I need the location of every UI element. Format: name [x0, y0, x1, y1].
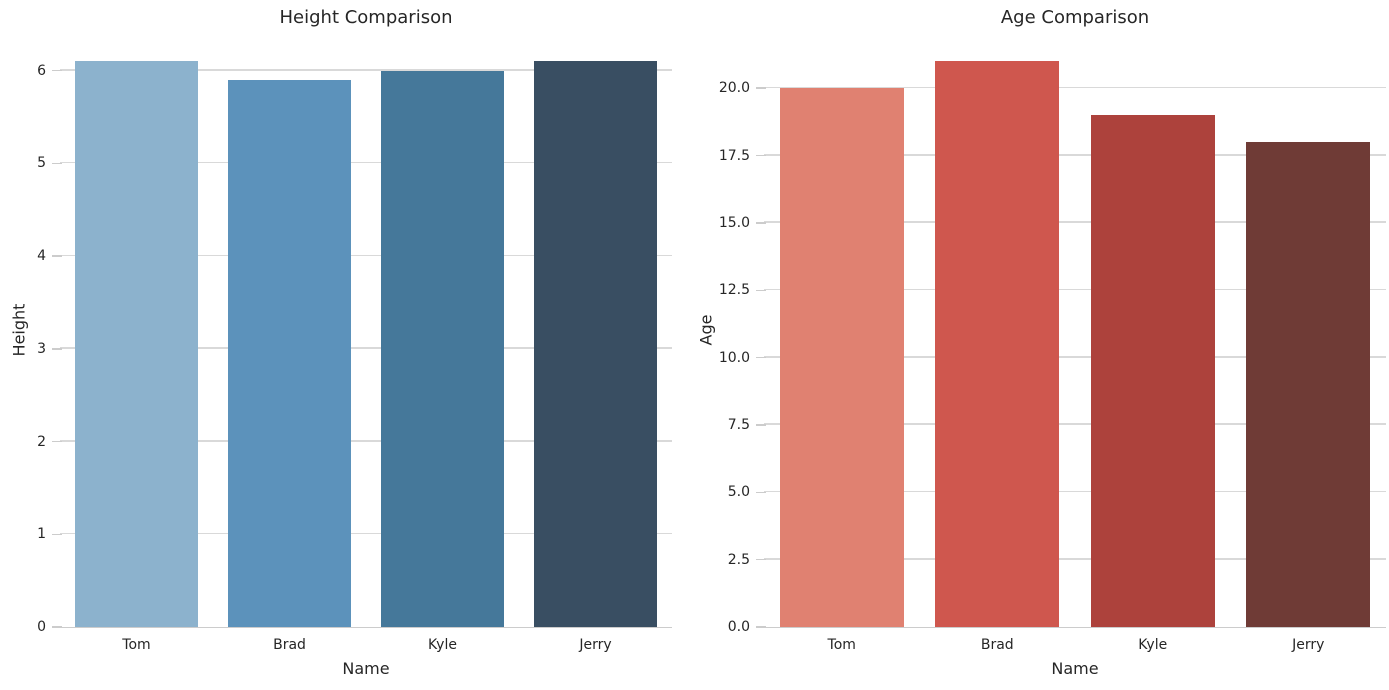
y-tick-mark: [756, 558, 766, 561]
bar-kyle: [1090, 115, 1215, 627]
y-tick-mark: [756, 424, 766, 426]
x-axis-label: Name: [1051, 659, 1099, 678]
chart-title: Age Comparison: [1000, 7, 1150, 28]
y-tick-label: 5: [37, 155, 46, 172]
y-tick-label: 12.5: [718, 282, 750, 299]
y-tick-label: 15.0: [718, 214, 750, 231]
bars: [60, 33, 672, 627]
y-tick-label: 0.0: [727, 619, 750, 635]
y-tick-label: 2: [37, 433, 46, 450]
x-axis-line: [764, 626, 1386, 628]
y-tick-mark: [52, 69, 62, 72]
x-tick-label-brad: Brad: [980, 637, 1014, 653]
y-tick-label: 2.5: [727, 551, 750, 568]
y-tick-label: 0: [37, 619, 46, 635]
y-tick-mark: [756, 222, 766, 224]
y-tick-label: 3: [37, 340, 46, 357]
gridline: [60, 161, 672, 164]
bar-tom: [75, 61, 198, 627]
y-tick-label: 6: [37, 62, 46, 79]
bar-brad: [935, 61, 1060, 627]
gridline: [764, 86, 1386, 89]
gridline: [764, 356, 1386, 358]
y-tick-mark: [52, 440, 62, 443]
gridline: [60, 254, 672, 257]
x-axis-label: Name: [342, 659, 390, 678]
bar-kyle: [381, 70, 504, 627]
gridline: [764, 490, 1386, 493]
gridline: [60, 440, 672, 442]
y-tick-label: 1: [37, 526, 46, 543]
y-tick-mark: [52, 255, 62, 257]
y-tick-label: 5.0: [727, 484, 750, 501]
y-tick-mark: [52, 533, 62, 536]
gridline: [764, 288, 1386, 291]
bar-brad: [228, 79, 351, 627]
y-tick-mark: [756, 289, 766, 292]
gridline: [60, 347, 672, 349]
y-tick-mark: [756, 491, 766, 494]
x-tick-label-kyle: Kyle: [1138, 637, 1168, 653]
plot-area: [764, 33, 1386, 628]
bar-jerry: [1246, 142, 1371, 627]
y-tick-label: 20.0: [718, 80, 750, 97]
y-tick-mark: [52, 348, 62, 350]
gridline: [764, 558, 1386, 560]
y-tick-mark: [52, 626, 62, 628]
gridline: [764, 423, 1386, 425]
plot-area: [60, 33, 672, 628]
y-tick-mark: [756, 87, 766, 89]
x-tick-label-jerry: Jerry: [1292, 637, 1325, 653]
y-tick-mark: [756, 626, 766, 628]
x-axis-line: [60, 626, 672, 628]
y-tick-label: 7.5: [727, 416, 750, 433]
chart-title: Height Comparison: [279, 7, 453, 28]
y-tick-mark: [52, 162, 62, 165]
x-tick-label-tom: Tom: [122, 637, 151, 653]
y-tick-label: 4: [37, 248, 46, 265]
y-tick-label: 10.0: [718, 349, 750, 366]
x-axis-ticks: Tom Brad Kyle Jerry: [764, 637, 1386, 657]
y-axis-ticks: 0.0 2.5 5.0 7.5 10.0 12.5 15.0 17.5 20.0: [694, 33, 766, 635]
bar-tom: [779, 88, 904, 627]
gridline: [60, 532, 672, 535]
age-chart-panel: Age Comparison Age 0.0 2.5 5.0 7.5 10.0 12.5 1…: [694, 0, 1389, 690]
bars: [764, 33, 1386, 627]
x-tick-label-brad: Brad: [273, 637, 306, 653]
x-tick-label-kyle: Kyle: [428, 637, 457, 653]
gridline: [764, 221, 1386, 223]
gridline: [764, 154, 1386, 156]
bar-jerry: [534, 61, 657, 627]
y-axis-ticks: 0 1 2 3 4 5 6: [0, 33, 62, 635]
y-tick-label: 17.5: [718, 147, 750, 164]
y-tick-mark: [756, 356, 766, 359]
x-tick-label-jerry: Jerry: [579, 637, 612, 653]
gridline: [60, 69, 672, 71]
x-axis-ticks: Tom Brad Kyle Jerry: [60, 637, 672, 657]
y-tick-mark: [756, 154, 766, 157]
x-tick-label-tom: Tom: [827, 637, 856, 653]
